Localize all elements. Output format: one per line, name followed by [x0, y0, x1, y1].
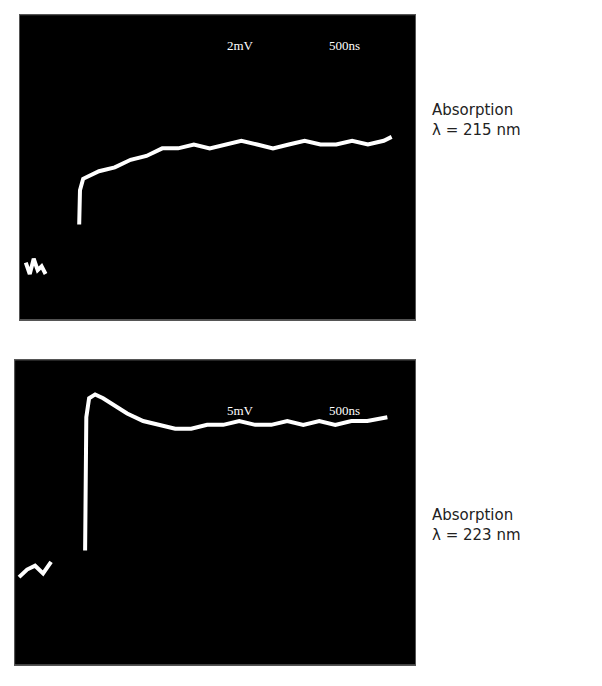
svg-text:Absorptionλ = 223 nm: Absorptionλ = 223 nm — [432, 506, 521, 544]
svg-text:Absorptionλ = 215 nm: Absorptionλ = 215 nm — [432, 101, 521, 139]
svg-text:500ns: 500ns — [329, 38, 360, 53]
svg-text:2mV: 2mV — [227, 38, 254, 53]
svg-text:500ns: 500ns — [329, 403, 360, 418]
svg-text:5mV: 5mV — [227, 403, 254, 418]
